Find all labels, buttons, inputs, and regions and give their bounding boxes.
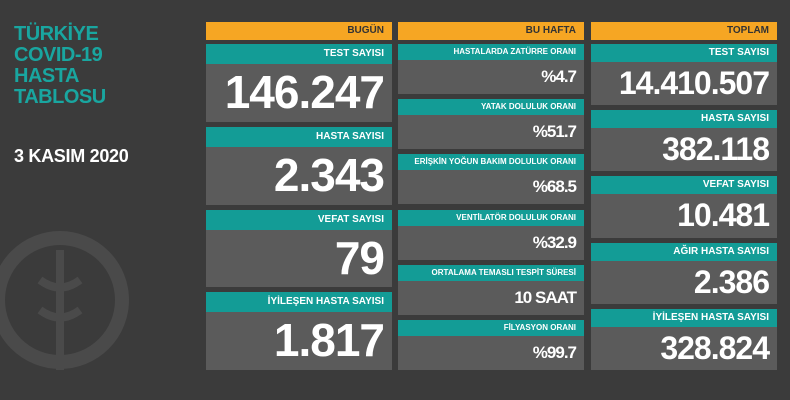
stat-card: ERİŞKİN YOĞUN BAKIM DOLULUK ORANI %68.5 <box>398 154 584 205</box>
stat-label: YATAK DOLULUK ORANI <box>398 99 584 116</box>
stat-label: HASTA SAYISI <box>591 110 777 129</box>
stat-value: %4.7 <box>541 67 577 86</box>
stat-card: VENTİLATÖR DOLULUK ORANI %32.9 <box>398 209 584 260</box>
title-line: COVID-19 <box>14 44 103 66</box>
stat-value: 10.481 <box>677 197 770 234</box>
stat-value: 328.824 <box>660 329 770 366</box>
stat-label: VEFAT SAYISI <box>206 209 392 230</box>
stat-label: ORTALAMA TEMASLI TESPİT SÜRESİ <box>398 264 584 281</box>
stat-card: İYİLEŞEN HASTA SAYISI 1.817 <box>206 292 392 370</box>
stat-label: İYİLEŞEN HASTA SAYISI <box>206 292 392 313</box>
stat-card: TEST SAYISI 146.247 <box>206 44 392 122</box>
title-line: TABLOSU <box>14 86 106 108</box>
stat-value: %51.7 <box>532 122 577 142</box>
stat-value: 382.118 <box>662 131 770 168</box>
stat-card: ORTALAMA TEMASLI TESPİT SÜRESİ 10 SAAT <box>398 264 584 315</box>
column-header: BU HAFTA <box>398 22 584 40</box>
column-header: TOPLAM <box>591 22 777 40</box>
stat-value: 14.410.507 <box>618 65 770 101</box>
stat-label: TEST SAYISI <box>591 44 777 62</box>
stat-card: HASTA SAYISI 382.118 <box>591 110 777 172</box>
stat-card: AĞIR HASTA SAYISI 2.386 <box>591 242 777 304</box>
stat-card: YATAK DOLULUK ORANI %51.7 <box>398 99 584 150</box>
stat-label: AĞIR HASTA SAYISI <box>591 242 777 261</box>
stat-value: 2.386 <box>693 263 770 300</box>
stat-label: FİLYASYON ORANI <box>398 319 584 336</box>
stat-label: İYİLEŞEN HASTA SAYISI <box>591 308 777 327</box>
stat-card: İYİLEŞEN HASTA SAYISI 328.824 <box>591 308 777 370</box>
stat-label: VENTİLATÖR DOLULUK ORANI <box>398 209 584 226</box>
stat-label: VEFAT SAYISI <box>591 176 777 195</box>
title-line: HASTA <box>14 65 79 87</box>
stat-card: TEST SAYISI 14.410.507 <box>591 44 777 106</box>
stat-label: HASTALARDA ZATÜRRE ORANI <box>398 44 584 60</box>
stat-value: 2.343 <box>273 148 385 201</box>
title-line: TÜRKİYE <box>14 23 99 45</box>
title: TÜRKİYE COVID-19 HASTA TABLOSU <box>14 24 106 108</box>
stat-label: HASTA SAYISI <box>206 126 392 147</box>
stat-value: 146.247 <box>224 66 385 118</box>
date: 3 KASIM 2020 <box>14 146 129 166</box>
emblem <box>0 231 129 370</box>
stat-value: 1.817 <box>273 314 385 367</box>
stat-card: VEFAT SAYISI 79 <box>206 209 392 288</box>
stat-card: HASTA SAYISI 2.343 <box>206 126 392 205</box>
stat-card: FİLYASYON ORANI %99.7 <box>398 319 584 370</box>
stat-card: HASTALARDA ZATÜRRE ORANI %4.7 <box>398 44 584 95</box>
stat-value: %68.5 <box>532 177 577 197</box>
column-header: BUGÜN <box>206 22 392 40</box>
stat-card: VEFAT SAYISI 10.481 <box>591 176 777 238</box>
stat-label: TEST SAYISI <box>206 44 392 64</box>
stat-value: %32.9 <box>532 232 577 252</box>
stat-value: %99.7 <box>532 342 577 362</box>
stat-value: 79 <box>334 231 385 284</box>
stat-label: ERİŞKİN YOĞUN BAKIM DOLULUK ORANI <box>398 154 584 171</box>
stat-value: 10 SAAT <box>514 287 577 307</box>
